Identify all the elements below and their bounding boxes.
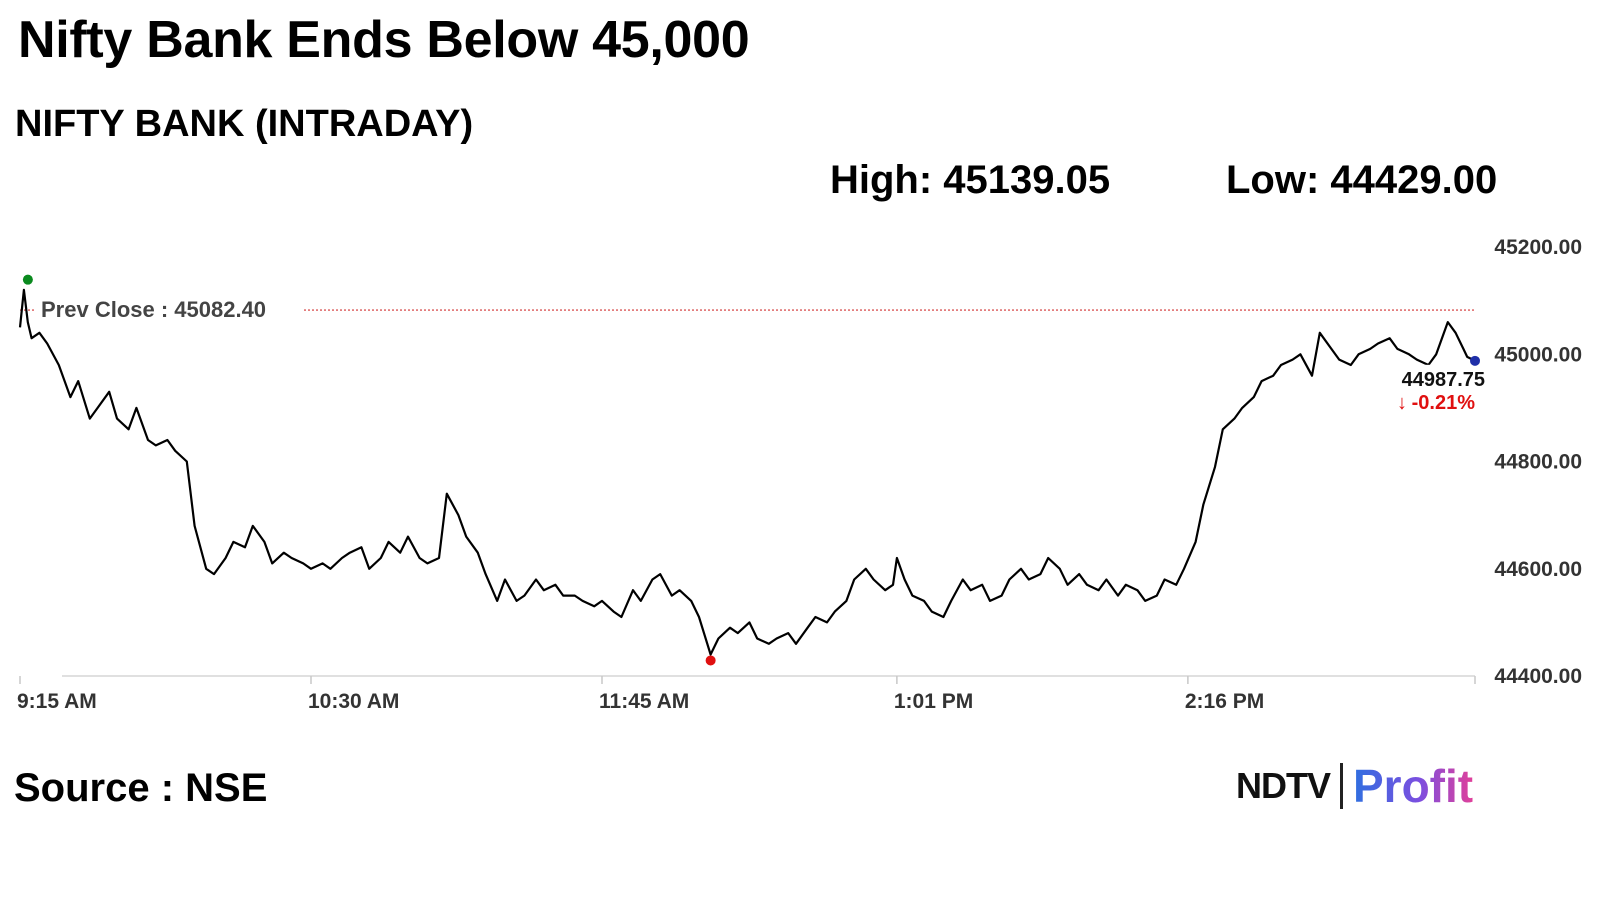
last-change-label: -0.21% — [1412, 392, 1476, 414]
y-tick-label: 44800.00 — [1494, 451, 1582, 474]
price-line — [18, 288, 1476, 656]
x-tick-label: 1:01 PM — [894, 690, 973, 713]
markers-group: 44987.75↓ -0.21% — [22, 274, 1485, 666]
y-axis: 45200.00 45000.00 44800.00 44600.00 44400.00 — [1494, 236, 1582, 688]
logo-profit-text: Profit — [1353, 760, 1474, 812]
series-group — [18, 288, 1476, 656]
last-label-bg — [1397, 364, 1477, 419]
y-tick-label: 45200.00 — [1494, 236, 1582, 259]
x-tick-label: 10:30 AM — [308, 690, 399, 713]
intraday-line-chart: 9:15 AM 10:30 AM 11:45 AM 1:01 PM 2:16 PM 45… — [17, 236, 1582, 713]
x-tick-label: 11:45 AM — [599, 690, 689, 713]
chart-subtitle: NIFTY BANK (INTRADAY) — [15, 103, 474, 145]
y-tick-label: 44600.00 — [1494, 558, 1582, 581]
prev-close-group: Prev Close : 45082.40 — [20, 294, 1475, 325]
last-price-label: 44987.75 — [1402, 369, 1485, 391]
x-axis: 9:15 AM 10:30 AM 11:45 AM 1:01 PM 2:16 PM — [17, 675, 1476, 713]
last-price-marker — [1470, 355, 1480, 366]
ndtv-profit-logo: NDTV Profit — [1236, 758, 1473, 814]
prev-close-label: Prev Close : 45082.40 — [41, 297, 266, 322]
day-low-stat: Low: 44429.00 — [1226, 158, 1498, 202]
x-tick-label: 2:16 PM — [1185, 690, 1264, 713]
y-tick-label: 45000.00 — [1494, 343, 1582, 366]
day-high-stat: High: 45139.05 — [830, 158, 1111, 202]
prev-close-label-bg — [36, 294, 304, 325]
logo-ndtv-text: NDTV — [1236, 765, 1331, 806]
logo-divider — [1340, 763, 1343, 809]
down-arrow-icon: ↓ — [1397, 392, 1407, 414]
source-note: Source : NSE — [14, 766, 268, 810]
page-headline: Nifty Bank Ends Below 45,000 — [18, 11, 750, 69]
day-high-marker — [22, 274, 33, 285]
day-low-marker — [705, 655, 716, 666]
x-tick-label: 9:15 AM — [17, 690, 97, 713]
y-tick-label: 44400.00 — [1494, 665, 1582, 688]
